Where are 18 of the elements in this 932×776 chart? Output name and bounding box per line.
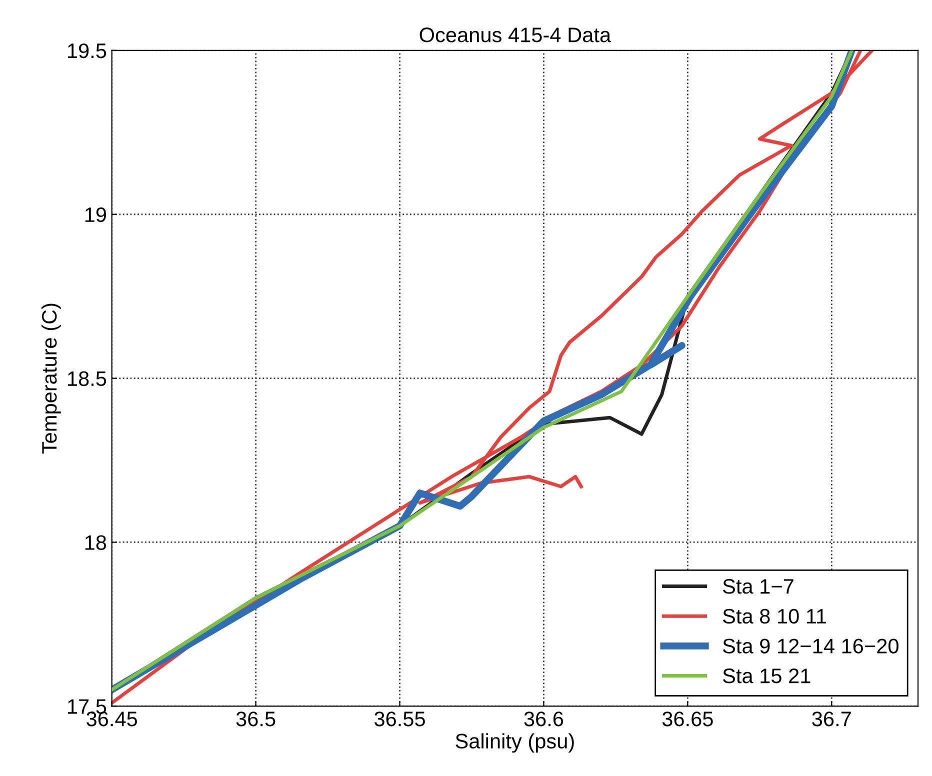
y-tick-label: 18 xyxy=(85,535,106,550)
y-tick-label: 18.5 xyxy=(68,371,106,386)
legend-label: Sta 15 21 xyxy=(722,668,810,684)
legend-label: Sta 9 12−14 16−20 xyxy=(722,638,898,654)
y-tick-label: 19 xyxy=(85,207,106,222)
y-axis-title: Temperature (C) xyxy=(41,304,61,454)
x-tick-label: 36.5 xyxy=(236,712,276,726)
x-tick-label: 36.55 xyxy=(374,712,425,726)
y-tick-label: 19.5 xyxy=(68,43,106,58)
chart-title: Oceanus 415-4 Data xyxy=(420,28,612,42)
legend-label: Sta 8 10 11 xyxy=(722,608,826,624)
x-tick-label: 36.65 xyxy=(662,712,713,726)
x-tick-label: 36.6 xyxy=(524,712,564,726)
legend-label: Sta 1−7 xyxy=(722,579,794,594)
x-axis-title: Salinity (psu) xyxy=(456,733,574,753)
y-tick-label: 17.5 xyxy=(68,699,106,714)
x-tick-label: 36.45 xyxy=(86,712,138,726)
x-tick-label: 36.7 xyxy=(812,712,851,726)
